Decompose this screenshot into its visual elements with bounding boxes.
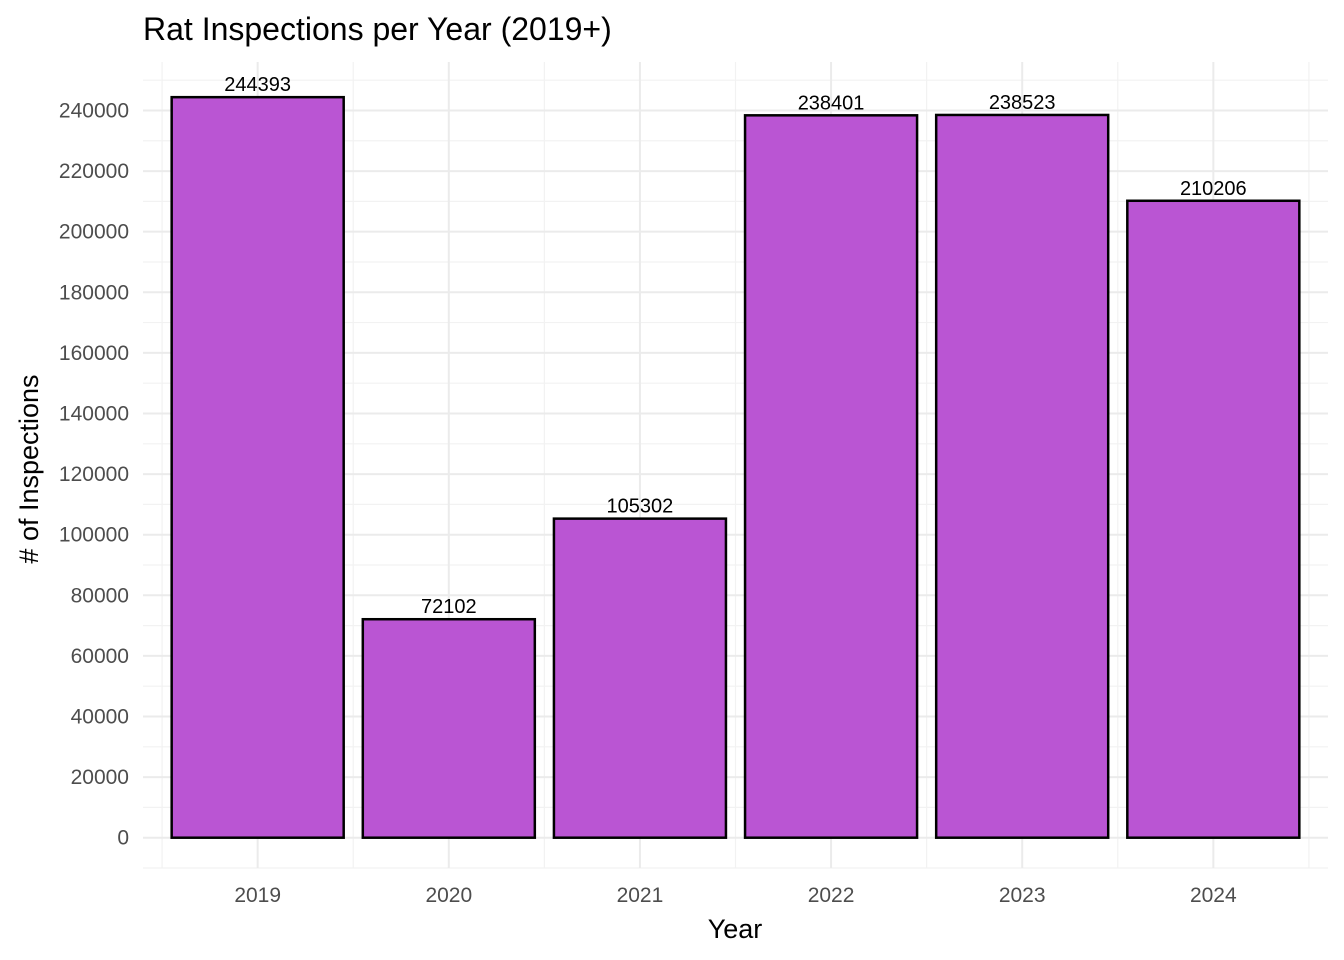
y-tick-label: 0 [117,827,129,850]
x-axis-ticks: 2019 2020 2021 2022 2023 2024 [234,884,1237,907]
bar-2021 [552,517,728,839]
y-tick-label: 80000 [71,584,129,607]
data-label-2022: 238401 [798,92,865,114]
y-tick-label: 160000 [59,342,129,365]
y-tick-label: 120000 [59,463,129,486]
y-tick-label: 200000 [59,221,129,244]
chart-title: Rat Inspections per Year (2019+) [143,11,612,47]
bar-2022 [743,114,919,839]
y-tick-label: 60000 [71,645,129,668]
x-tick-label: 2022 [808,884,855,907]
y-tick-label: 220000 [59,160,129,183]
x-tick-label: 2024 [1190,884,1237,907]
x-tick-label: 2021 [617,884,664,907]
y-axis-title: # of Inspections [14,374,44,563]
data-label-2020: 72102 [421,596,477,618]
y-axis-ticks: 0 20000 40000 60000 80000 100000 120000 140000 1… [59,99,129,849]
data-label-2023: 238523 [989,92,1056,114]
y-tick-label: 140000 [59,402,129,425]
data-label-2024: 210206 [1180,178,1247,200]
y-tick-label: 20000 [71,766,129,789]
x-tick-label: 2020 [425,884,472,907]
data-labels: 244393 72102 105302 238401 238523 210206 [224,74,1246,618]
y-tick-label: 240000 [59,99,129,122]
data-label-2019: 244393 [224,74,291,96]
x-tick-label: 2019 [234,884,281,907]
bar-2023 [934,113,1110,839]
bar-2019 [170,95,345,839]
bar-2024 [1126,199,1301,839]
y-tick-label: 40000 [71,705,129,728]
y-tick-label: 100000 [59,524,129,547]
bars [170,95,1301,839]
data-label-2021: 105302 [607,496,674,518]
bar-2020 [361,617,537,839]
x-tick-label: 2023 [999,884,1046,907]
x-axis-title: Year [708,914,763,944]
y-tick-label: 180000 [59,281,129,304]
